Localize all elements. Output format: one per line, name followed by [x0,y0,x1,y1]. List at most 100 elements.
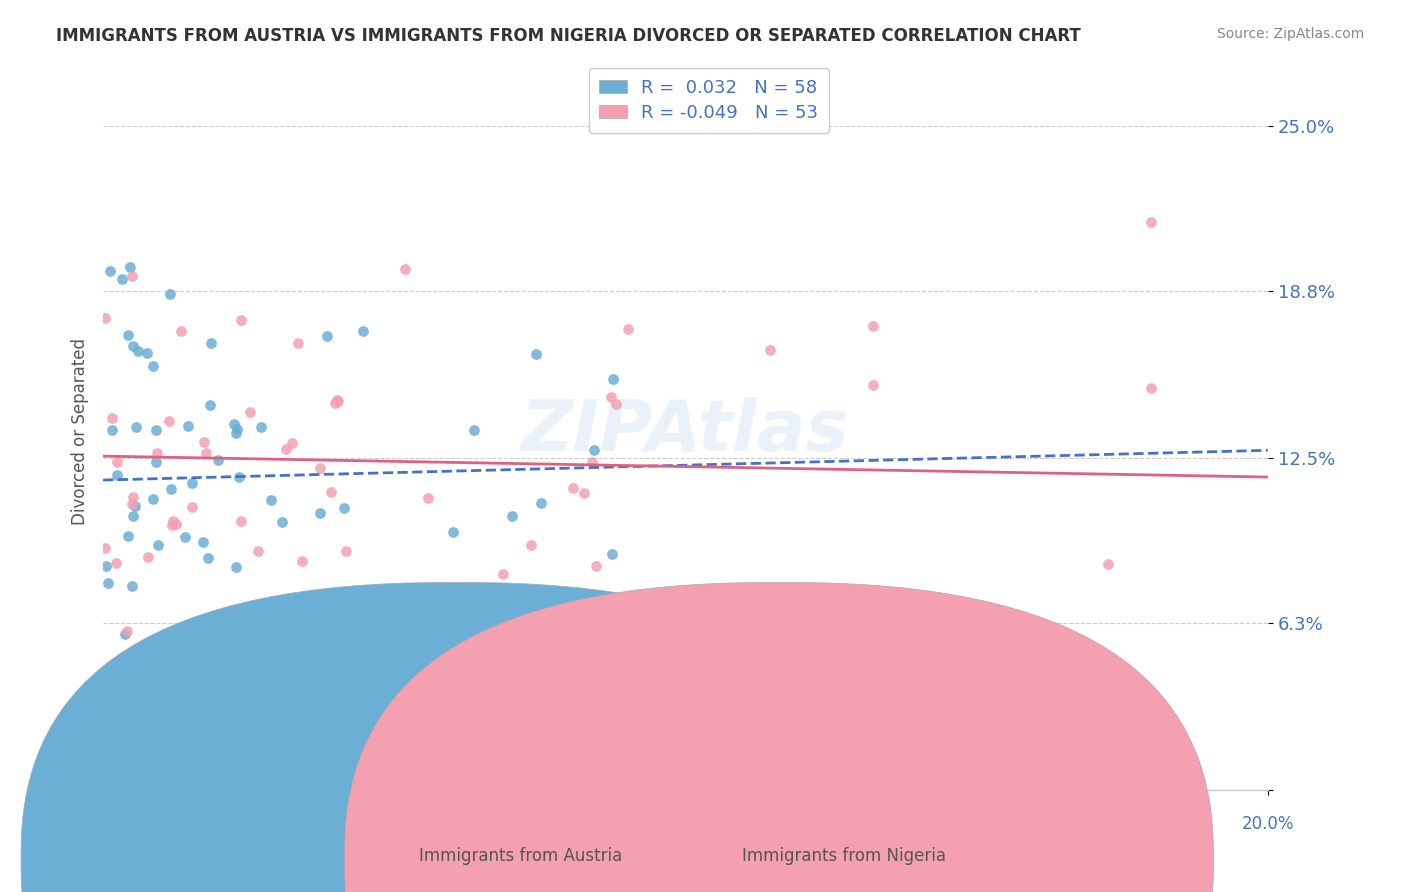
Point [520,537,543,551]
Point [180,475,202,490]
Point [97,576,120,591]
Point [225,425,247,440]
Point [225,560,247,574]
Point [260,493,283,508]
Point [122,339,145,353]
Point [207,452,229,467]
Point [1097,557,1119,571]
Point [200,336,222,351]
Point [142,359,165,374]
Point [524,347,547,361]
Text: IMMIGRANTS FROM AUSTRIA VS IMMIGRANTS FROM NIGERIA DIVORCED OR SEPARATED CORRELA: IMMIGRANTS FROM AUSTRIA VS IMMIGRANTS FR… [56,27,1081,45]
Point [394,262,416,277]
Point [284,659,307,673]
Point [239,405,262,419]
Point [228,469,250,483]
Point [127,344,149,359]
Point [159,414,181,428]
Point [862,318,884,333]
Point [101,410,124,425]
Point [111,272,134,286]
Point [332,501,354,516]
Point [174,530,197,544]
Point [101,756,124,771]
Point [416,491,439,505]
Point [441,524,464,539]
Point [616,322,638,336]
Point [94,541,117,555]
Point [170,324,193,338]
Point [229,611,252,625]
Point [145,423,167,437]
Text: Immigrants from Austria: Immigrants from Austria [419,847,621,865]
Point [1140,381,1163,395]
Point [323,396,346,410]
Point [287,335,309,350]
Point [121,490,143,504]
Point [165,517,187,532]
Point [581,455,603,469]
Point [758,343,780,357]
Text: ZIPAtlas: ZIPAtlas [522,397,849,467]
Point [572,485,595,500]
Point [463,423,485,437]
Point [121,508,143,523]
Point [326,392,349,407]
Point [385,694,408,708]
Y-axis label: Divorced or Separated: Divorced or Separated [72,338,89,525]
Point [177,660,200,674]
Point [145,455,167,469]
Point [145,446,167,460]
Point [290,554,312,568]
Point [319,484,342,499]
Point [222,417,245,431]
Point [117,529,139,543]
Point [121,579,143,593]
Point [191,534,214,549]
Point [530,496,553,510]
Point [96,558,118,573]
Point [602,372,624,386]
Point [104,556,127,570]
Point [101,423,124,437]
Point [142,491,165,506]
Point [352,324,374,338]
Point [176,418,198,433]
Point [114,627,136,641]
Point [197,551,219,566]
Point [605,397,627,411]
Point [105,467,128,482]
Point [600,547,623,561]
Point [585,559,607,574]
Point [160,482,183,496]
Point [195,446,218,460]
Point [862,378,884,392]
Point [308,461,330,475]
Text: 20.0%: 20.0% [1241,815,1294,833]
Point [226,422,249,436]
Point [335,544,357,558]
Point [181,500,204,514]
Point [162,518,184,533]
Point [229,514,252,528]
Text: 0.0%: 0.0% [82,815,124,833]
Point [162,514,184,528]
Point [159,286,181,301]
Point [274,442,297,457]
Point [124,499,146,513]
Point [124,420,146,434]
Text: Source: ZipAtlas.com: Source: ZipAtlas.com [1216,27,1364,41]
Point [94,310,117,325]
Point [501,508,523,523]
Legend: R =  0.032   N = 58, R = -0.049   N = 53: R = 0.032 N = 58, R = -0.049 N = 53 [589,68,830,133]
Point [328,394,350,409]
Point [117,327,139,342]
Point [246,544,269,558]
Point [316,329,339,343]
Point [146,537,169,551]
Text: Immigrants from Nigeria: Immigrants from Nigeria [741,847,946,865]
Point [271,515,294,529]
Point [280,435,302,450]
Point [389,594,412,608]
Point [1140,215,1163,229]
